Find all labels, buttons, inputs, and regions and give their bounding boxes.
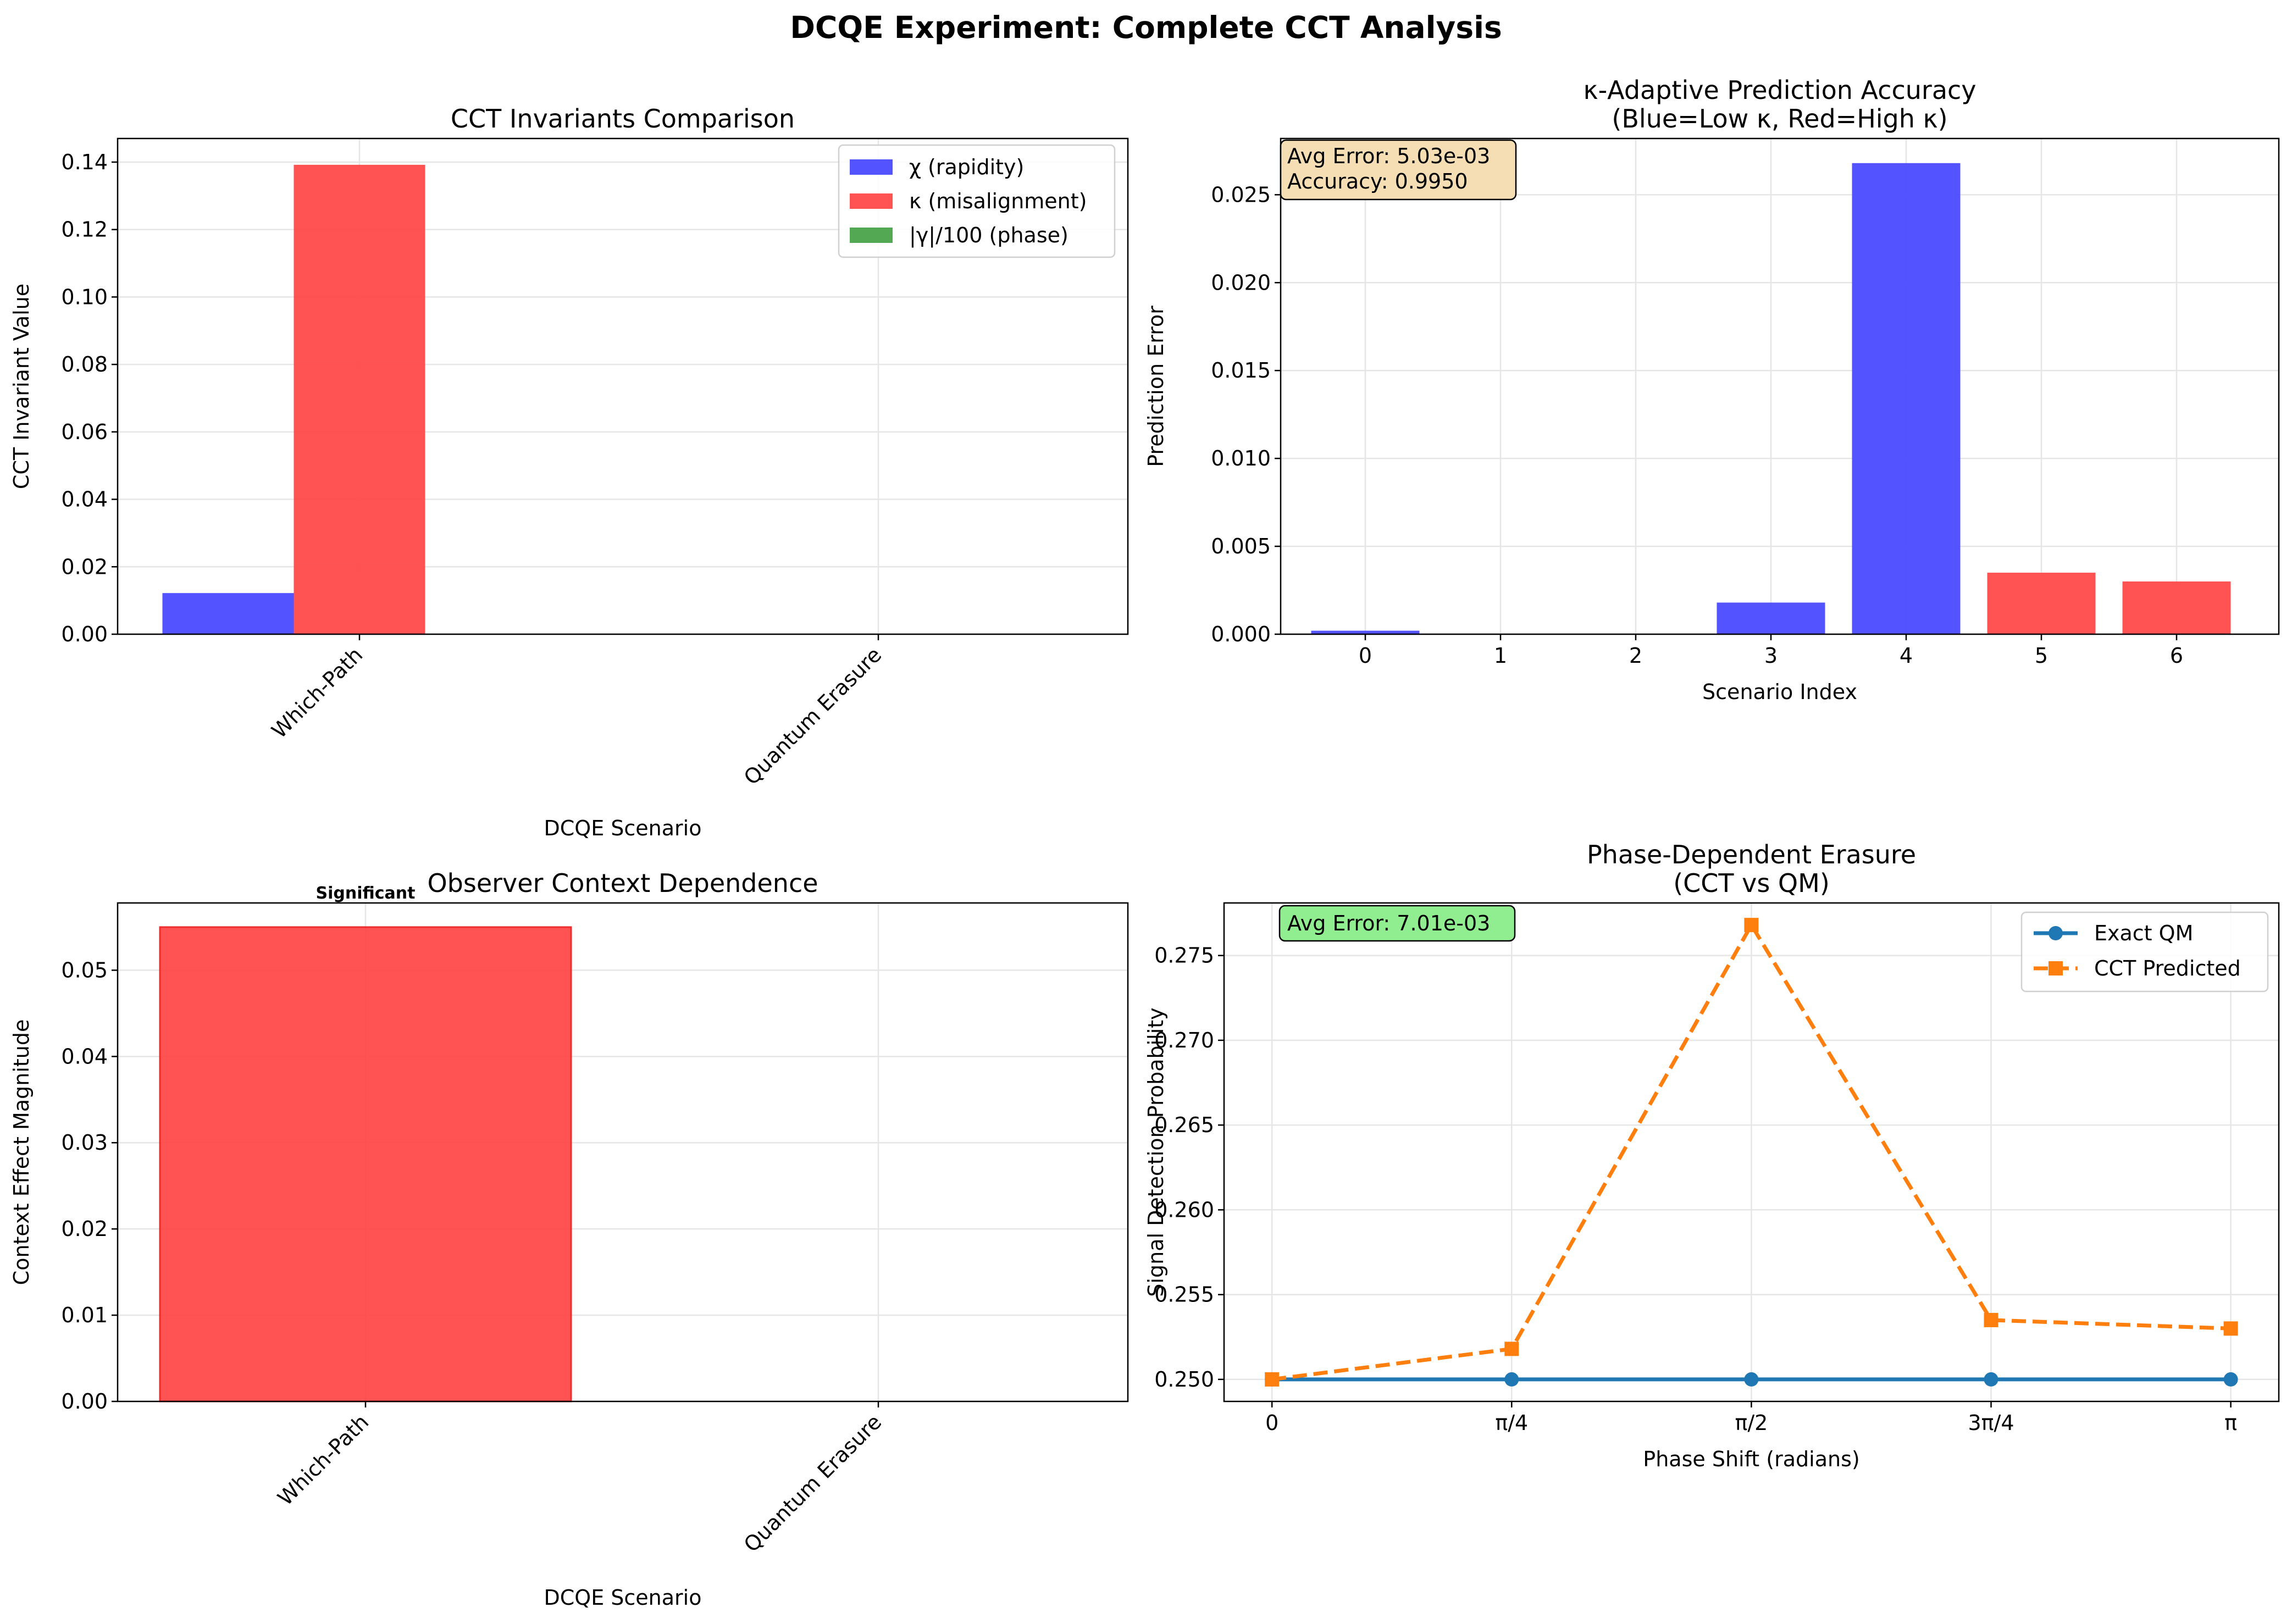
- axes-frame: [117, 137, 1129, 635]
- data-point: [1984, 1312, 1998, 1327]
- y-axis-label: CCT Invariant Value: [9, 284, 34, 489]
- y-tick-label: 0.02: [61, 1217, 108, 1241]
- chart-subtitle: (Blue=Low κ, Red=High κ): [1612, 104, 1947, 134]
- x-tick-label: 1: [1494, 644, 1507, 668]
- x-axis-label: Scenario Index: [1702, 680, 1857, 704]
- y-axis-label: Context Effect Magnitude: [9, 1019, 34, 1285]
- legend-marker: [2049, 961, 2063, 975]
- y-tick-label: 0.250: [1154, 1367, 1214, 1392]
- data-point: [2223, 1372, 2238, 1387]
- figure-title: DCQE Experiment: Complete CCT Analysis: [790, 10, 1502, 45]
- chart-title: κ-Adaptive Prediction Accuracy: [1583, 75, 1976, 105]
- bar: [1717, 602, 1825, 634]
- y-tick-label: 0.01: [61, 1303, 108, 1327]
- y-tick-label: 0.10: [61, 285, 108, 309]
- y-tick-label: 0.08: [61, 352, 108, 376]
- y-tick-label: 0.06: [61, 420, 108, 444]
- legend-swatch: [850, 159, 893, 175]
- data-point: [1265, 1372, 1280, 1387]
- annotation-box: [1278, 905, 1516, 942]
- y-tick-label: 0.000: [1211, 622, 1271, 646]
- data-point: [1504, 1372, 1519, 1387]
- chart-subtitle: (CCT vs QM): [1673, 868, 1830, 898]
- legend-box: [838, 144, 1116, 258]
- annotation-text: Avg Error: 5.03e-03: [1287, 144, 1490, 168]
- legend-swatch: [850, 193, 893, 209]
- y-tick-label: 0.270: [1154, 1028, 1214, 1052]
- bar-annotation: Significant: [316, 884, 416, 903]
- y-tick-label: 0.010: [1211, 446, 1271, 470]
- bar: [1311, 630, 1420, 634]
- legend-label: χ (rapidity): [909, 155, 1024, 179]
- y-tick-label: 0.020: [1211, 270, 1271, 295]
- bar: [159, 926, 572, 1403]
- y-tick-label: 0.14: [61, 150, 108, 174]
- data-point: [1984, 1372, 1998, 1387]
- chart-title: CCT Invariants Comparison: [451, 104, 795, 134]
- x-tick-label: 4: [1900, 644, 1913, 668]
- bar: [294, 164, 425, 635]
- annotation-box: [1280, 139, 1517, 201]
- x-axis-label: DCQE Scenario: [544, 816, 702, 840]
- x-tick-label: 6: [2170, 644, 2183, 668]
- y-tick-label: 0.255: [1154, 1283, 1214, 1307]
- x-tick-label: 0: [1265, 1411, 1278, 1435]
- bar: [1987, 573, 2096, 634]
- x-tick-label: 3: [1764, 644, 1778, 668]
- y-tick-label: 0.025: [1211, 182, 1271, 207]
- x-axis-label: Phase Shift (radians): [1643, 1447, 1859, 1471]
- x-tick-label: 2: [1629, 644, 1642, 668]
- y-tick-label: 0.02: [61, 555, 108, 579]
- chart-title: Phase-Dependent Erasure: [1587, 840, 1916, 869]
- data-point: [2223, 1321, 2238, 1336]
- data-point: [1744, 1372, 1759, 1387]
- x-axis-label: DCQE Scenario: [544, 1586, 702, 1610]
- y-tick-label: 0.005: [1211, 534, 1271, 558]
- axes-frame: [1223, 902, 2280, 1403]
- y-tick-label: 0.265: [1154, 1113, 1214, 1137]
- bar: [162, 593, 294, 634]
- y-tick-label: 0.00: [61, 622, 108, 646]
- y-tick-label: 0.03: [61, 1130, 108, 1155]
- legend-label: |γ|/100 (phase): [909, 223, 1069, 248]
- legend-box: [2020, 911, 2269, 993]
- y-tick-label: 0.275: [1154, 944, 1214, 968]
- y-tick-label: 0.015: [1211, 358, 1271, 383]
- x-tick-label: 3π/4: [1968, 1411, 2014, 1435]
- y-axis-label: Prediction Error: [1144, 306, 1168, 467]
- legend-label: κ (misalignment): [909, 189, 1087, 213]
- y-tick-label: 0.04: [61, 487, 108, 512]
- legend-marker: [2049, 926, 2063, 940]
- annotation-text: Accuracy: 0.9950: [1287, 169, 1468, 193]
- y-axis-label: Signal Detection Probability: [1144, 1007, 1168, 1296]
- y-tick-label: 0.05: [61, 958, 108, 982]
- data-point: [1504, 1342, 1519, 1356]
- x-tick-label: π/4: [1495, 1411, 1528, 1435]
- data-point: [1744, 918, 1759, 933]
- axes-frame: [1280, 137, 2280, 635]
- x-tick-label: π/2: [1735, 1411, 1768, 1435]
- axes-frame: [117, 902, 1129, 1403]
- chart-title: Observer Context Dependence: [427, 868, 818, 898]
- legend-label: Exact QM: [2094, 921, 2193, 945]
- y-tick-label: 0.04: [61, 1044, 108, 1068]
- legend-label: CCT Predicted: [2094, 956, 2241, 980]
- x-tick-label: π: [2224, 1411, 2237, 1435]
- x-tick-label: 0: [1359, 644, 1372, 668]
- bar: [1852, 163, 1961, 634]
- y-tick-label: 0.12: [61, 218, 108, 242]
- annotation-text: Avg Error: 7.01e-03: [1287, 911, 1490, 935]
- legend-swatch: [850, 228, 893, 243]
- y-tick-label: 0.260: [1154, 1198, 1214, 1222]
- x-tick-label: 5: [2035, 644, 2048, 668]
- y-tick-label: 0.00: [61, 1389, 108, 1414]
- bar: [2122, 581, 2231, 634]
